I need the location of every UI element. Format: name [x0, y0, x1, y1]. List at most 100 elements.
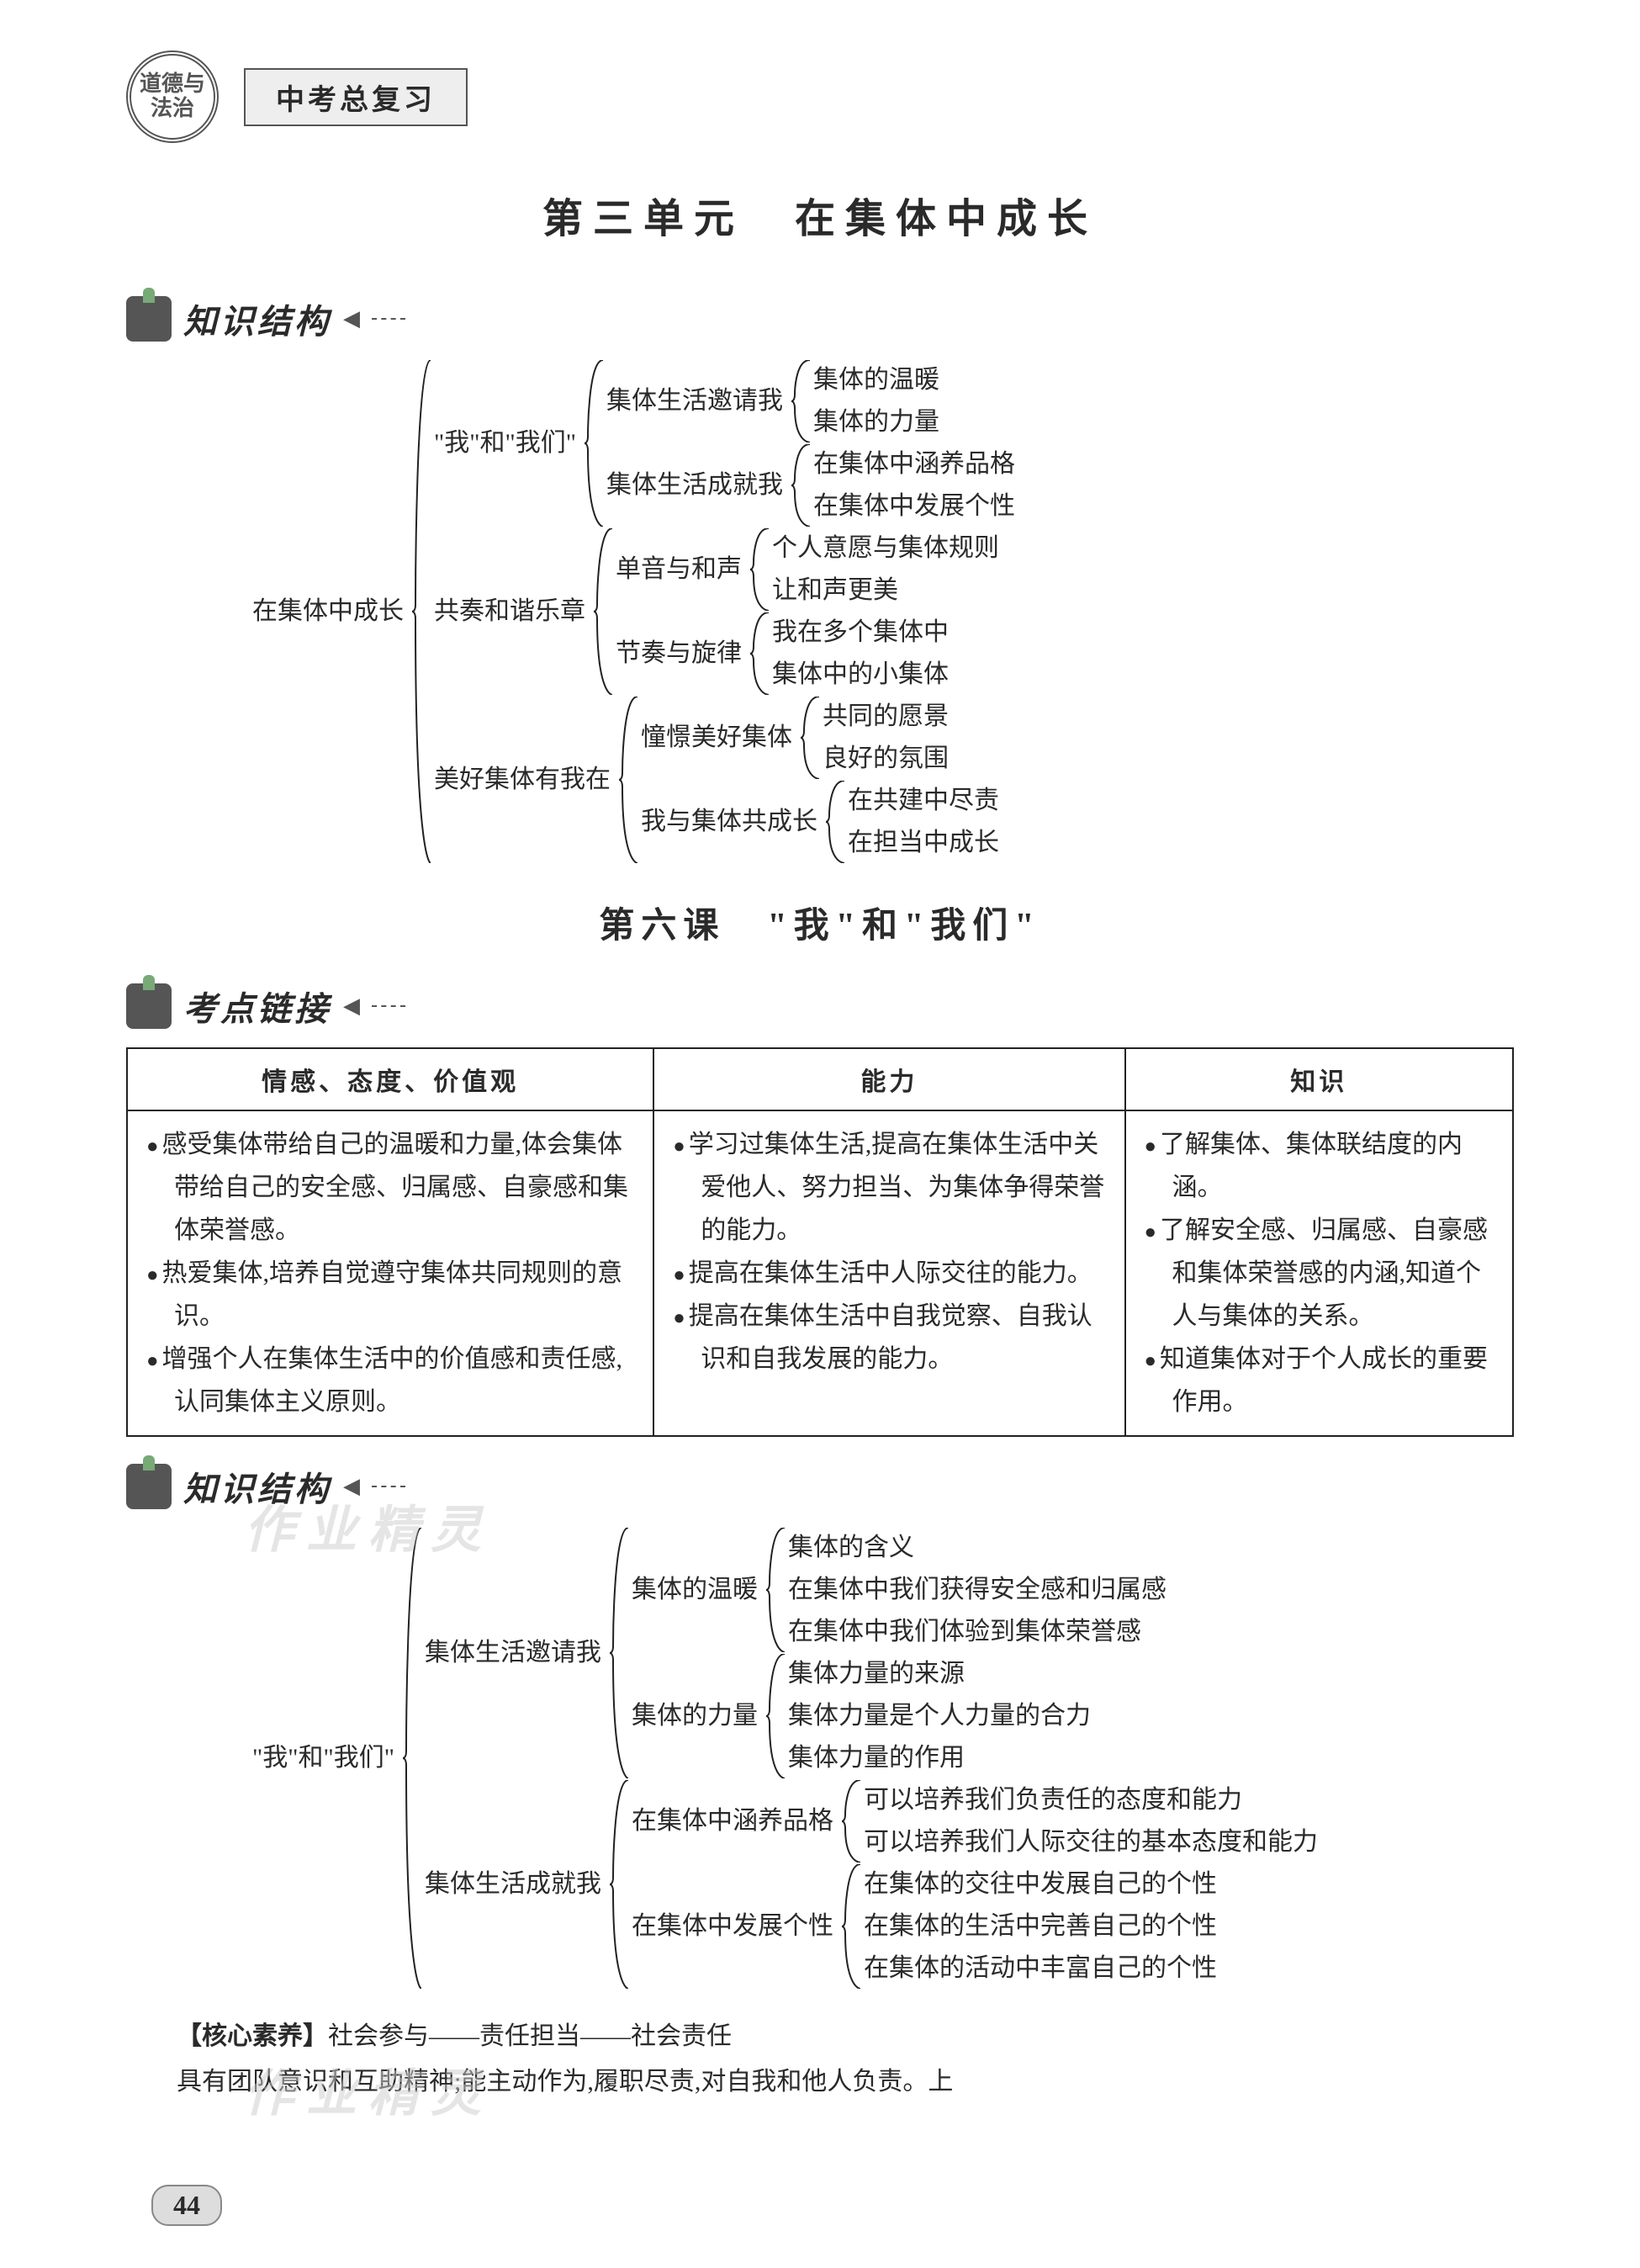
table-row: 感受集体带给自己的温暖和力量,体会集体带给自己的安全感、归属感、自豪感和集体荣誉… — [127, 1110, 1513, 1436]
brace-icon — [763, 1654, 788, 1778]
brace-icon — [763, 1528, 788, 1652]
tree-node: "我"和"我们"集体生活邀请我集体的温暖集体的含义在集体中我们获得安全感和归属感… — [252, 1528, 1514, 1989]
brace-icon — [581, 360, 606, 527]
table-header: 知识 — [1125, 1048, 1513, 1110]
tree-node: 节奏与旋律我在多个集体中集体中的小集体 — [616, 612, 999, 695]
brace-icon — [747, 528, 772, 611]
tree-node-label: 憧憬美好集体 — [641, 718, 797, 758]
divider — [372, 1005, 405, 1007]
header-tag: 中考总复习 — [244, 68, 468, 126]
tree-leaf: 我在多个集体中 — [772, 612, 949, 653]
brace-icon — [590, 528, 616, 695]
section-badge-structure-1: 知识结构 ◀ — [126, 294, 1514, 343]
hexin-text: 社会参与——责任担当——社会责任 — [328, 2022, 732, 2050]
knowledge-tree-1: 在集体中成长 "我"和"我们"集体生活邀请我集体的温暖集体的力量集体生活成就我在集… — [252, 360, 1514, 863]
tree-leaf: 在集体的活动中丰富自己的个性 — [864, 1948, 1217, 1989]
section-label: 考点链接 — [183, 982, 331, 1031]
tree-node-label: 单音与和声 — [616, 549, 747, 590]
unit-title: 第三单元 在集体中成长 — [126, 185, 1514, 244]
books-icon — [126, 983, 172, 1029]
arrow-icon: ◀ — [343, 994, 360, 1019]
divider — [372, 318, 405, 320]
lesson-title: 第六课 "我"和"我们" — [126, 897, 1514, 948]
tree-node: 集体生活成就我在集体中涵养品格可以培养我们负责任的态度和能力可以培养我们人际交往… — [425, 1780, 1318, 1989]
tree-node: 集体生活成就我在集体中涵养品格在集体中发展个性 — [606, 444, 1015, 527]
brace-icon — [839, 1864, 864, 1989]
knowledge-tree-2: "我"和"我们"集体生活邀请我集体的温暖集体的含义在集体中我们获得安全感和归属感… — [252, 1528, 1514, 1989]
tree-node: 在集体中成长 "我"和"我们"集体生活邀请我集体的温暖集体的力量集体生活成就我在集… — [252, 360, 1514, 863]
tree-leaf: 在共建中尽责 — [848, 781, 999, 821]
tree-leaf: 集体力量的来源 — [788, 1654, 1091, 1694]
tree-leaf: 个人意愿与集体规则 — [772, 528, 999, 569]
hexin-label: 【核心素养】 — [177, 2022, 328, 2050]
plant-icon — [126, 1464, 172, 1509]
tree-node: 憧憬美好集体共同的愿景良好的氛围 — [641, 697, 999, 779]
brace-icon — [823, 781, 848, 863]
list-item: 增强个人在集体生活中的价值感和责任感,认同集体主义原则。 — [146, 1338, 634, 1423]
tree-node-label: 我与集体共成长 — [641, 802, 823, 842]
tree-leaf: 在集体中我们体验到集体荣誉感 — [788, 1612, 1167, 1652]
list-item: 热爱集体,培养自觉遵守集体共同规则的意识。 — [146, 1252, 634, 1338]
tree-leaf: 良好的氛围 — [823, 739, 949, 779]
page-number: 44 — [151, 2185, 222, 2226]
tree-leaf: 在集体中发展个性 — [813, 486, 1015, 527]
tree-node: 单音与和声个人意愿与集体规则让和声更美 — [616, 528, 999, 611]
tree-node-label: 在集体中涵养品格 — [632, 1801, 839, 1841]
tree-node: 集体的温暖集体的含义在集体中我们获得安全感和归属感在集体中我们体验到集体荣誉感 — [632, 1528, 1167, 1652]
table-cell: 感受集体带给自己的温暖和力量,体会集体带给自己的安全感、归属感、自豪感和集体荣誉… — [127, 1110, 653, 1436]
table-cell: 学习过集体生活,提高在集体生活中关爱他人、努力担当、为集体争得荣誉的能力。提高在… — [653, 1110, 1124, 1436]
section-label: 知识结构 — [183, 294, 331, 343]
list-item: 了解集体、集体联结度的内涵。 — [1145, 1123, 1494, 1209]
page-header: 道德与法治 中考总复习 — [126, 50, 1514, 143]
list-item: 学习过集体生活,提高在集体生活中关爱他人、努力担当、为集体争得荣誉的能力。 — [673, 1123, 1105, 1252]
arrow-icon: ◀ — [343, 1474, 360, 1499]
list-item: 提高在集体生活中自我觉察、自我认识和自我发展的能力。 — [673, 1295, 1105, 1380]
arrow-icon: ◀ — [343, 306, 360, 331]
table-header: 能力 — [653, 1048, 1124, 1110]
section-label: 知识结构 — [183, 1462, 331, 1511]
tree-node: 我与集体共成长在共建中尽责在担当中成长 — [641, 781, 999, 863]
tree-node: "我"和"我们"集体生活邀请我集体的温暖集体的力量集体生活成就我在集体中涵养品格… — [434, 360, 1015, 527]
tree-leaf: 在集体中涵养品格 — [813, 444, 1015, 485]
tree-leaf: 在集体中我们获得安全感和归属感 — [788, 1570, 1167, 1610]
tree-leaf: 集体力量是个人力量的合力 — [788, 1696, 1091, 1736]
brace-icon — [399, 1528, 425, 1989]
list-item: 了解安全感、归属感、自豪感和集体荣誉感的内涵,知道个人与集体的关系。 — [1145, 1209, 1494, 1338]
tree-leaf: 共同的愿景 — [823, 697, 949, 737]
subject-seal: 道德与法治 — [126, 50, 219, 143]
tree-leaf: 可以培养我们负责任的态度和能力 — [864, 1780, 1318, 1820]
tree-node: 共奏和谐乐章单音与和声个人意愿与集体规则让和声更美节奏与旋律我在多个集体中集体中… — [434, 528, 1015, 695]
tree-leaf: 集体中的小集体 — [772, 654, 949, 695]
tree-leaf: 在集体的交往中发展自己的个性 — [864, 1864, 1217, 1905]
brace-icon — [616, 697, 641, 863]
seal-text: 道德与法治 — [131, 72, 214, 120]
divider — [372, 1486, 405, 1487]
tree-node-label: 节奏与旋律 — [616, 633, 747, 674]
tree-node-label: 集体生活成就我 — [425, 1864, 606, 1905]
tree-leaf: 在担当中成长 — [848, 823, 999, 863]
footer-body: 具有团队意识和互助精神;能主动作为,履职尽责,对自我和他人负责。上 — [126, 2059, 1514, 2105]
tree-node-label: 集体的温暖 — [632, 1570, 763, 1610]
kaodian-table: 情感、态度、价值观能力知识 感受集体带给自己的温暖和力量,体会集体带给自己的安全… — [126, 1047, 1514, 1437]
brace-icon — [788, 360, 813, 442]
tree-node-label: 集体生活邀请我 — [425, 1633, 606, 1673]
tree-node: 集体生活邀请我集体的温暖集体的含义在集体中我们获得安全感和归属感在集体中我们体验… — [425, 1528, 1318, 1778]
tree-leaf: 集体的力量 — [813, 402, 939, 442]
tree-leaf: 让和声更美 — [772, 570, 999, 611]
footer: 【核心素养】社会参与——责任担当——社会责任 具有团队意识和互助精神;能主动作为… — [126, 2014, 1514, 2105]
brace-icon — [747, 612, 772, 695]
tree-node-label: 集体生活邀请我 — [606, 381, 788, 421]
brace-icon — [788, 444, 813, 527]
tree-node-label: 在集体中成长 — [252, 591, 409, 632]
tree-node-label: 在集体中发展个性 — [632, 1906, 839, 1947]
brace-icon — [839, 1780, 864, 1863]
tree-node: 在集体中发展个性在集体的交往中发展自己的个性在集体的生活中完善自己的个性在集体的… — [632, 1864, 1318, 1989]
tree-node: 美好集体有我在憧憬美好集体共同的愿景良好的氛围我与集体共成长在共建中尽责在担当中… — [434, 697, 1015, 863]
section-badge-structure-2: 知识结构 ◀ — [126, 1462, 1514, 1511]
tree-leaf: 集体的温暖 — [813, 360, 939, 400]
tree-leaf: 集体的含义 — [788, 1528, 1167, 1568]
tree-node: 在集体中涵养品格可以培养我们负责任的态度和能力可以培养我们人际交往的基本态度和能… — [632, 1780, 1318, 1863]
list-item: 提高在集体生活中人际交往的能力。 — [673, 1252, 1105, 1295]
tree-node: 集体的力量集体力量的来源集体力量是个人力量的合力集体力量的作用 — [632, 1654, 1167, 1778]
tree-node-label: 集体生活成就我 — [606, 465, 788, 506]
